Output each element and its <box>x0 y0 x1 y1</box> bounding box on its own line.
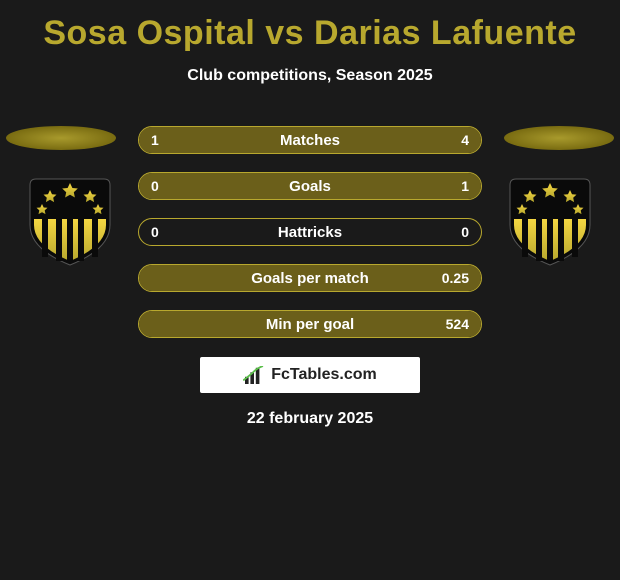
stat-value-left: 0 <box>151 224 159 240</box>
stats-container: 1 Matches 4 0 Goals 1 0 Hattricks 0 Goals per mat… <box>138 126 482 356</box>
stat-row: Min per goal 524 <box>138 310 482 338</box>
watermark[interactable]: FcTables.com <box>200 357 420 393</box>
watermark-label: FcTables.com <box>271 366 377 384</box>
stat-label: Hattricks <box>278 224 342 241</box>
stat-fill-left <box>139 127 207 153</box>
stat-value-right: 1 <box>461 178 469 194</box>
stat-row: 0 Goals 1 <box>138 172 482 200</box>
stat-value-left: 0 <box>151 178 159 194</box>
player-shadow-left <box>6 126 116 150</box>
comparison-date: 22 february 2025 <box>0 410 620 428</box>
stat-row: 0 Hattricks 0 <box>138 218 482 246</box>
stat-fill-right <box>207 127 481 153</box>
bar-chart-icon <box>243 366 265 384</box>
stat-label: Goals per match <box>251 270 369 287</box>
stat-value-right: 4 <box>461 132 469 148</box>
stat-label: Min per goal <box>266 316 354 333</box>
stat-label: Goals <box>289 178 331 195</box>
page-title: Sosa Ospital vs Darias Lafuente <box>0 0 620 53</box>
player-shadow-right <box>504 126 614 150</box>
season-subtitle: Club competitions, Season 2025 <box>0 67 620 85</box>
stat-row: 1 Matches 4 <box>138 126 482 154</box>
stat-value-right: 0.25 <box>442 270 469 286</box>
team-badge-left <box>20 177 120 267</box>
stat-value-left: 1 <box>151 132 159 148</box>
stat-label: Matches <box>280 132 340 149</box>
stat-row: Goals per match 0.25 <box>138 264 482 292</box>
stat-value-right: 524 <box>446 316 469 332</box>
team-badge-right <box>500 177 600 267</box>
stat-value-right: 0 <box>461 224 469 240</box>
